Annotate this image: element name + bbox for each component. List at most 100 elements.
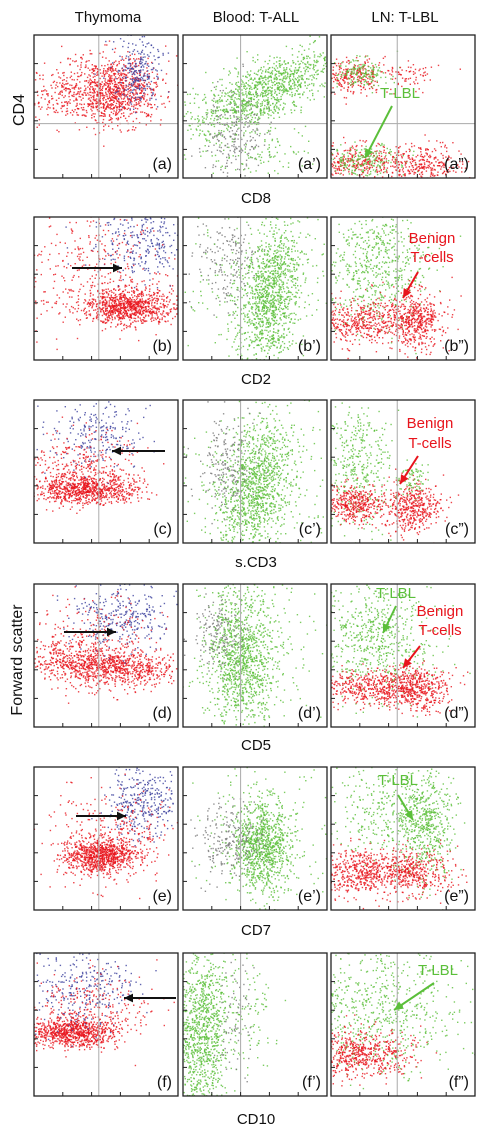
event-dots xyxy=(183,953,287,1096)
panel-frame xyxy=(182,34,328,179)
panel-frame xyxy=(33,766,179,911)
panel-e-2: (e’) xyxy=(182,766,328,911)
panel-label: (f) xyxy=(157,1074,172,1091)
event-dots xyxy=(331,400,460,543)
panel-d-3: (d”) xyxy=(330,583,476,728)
panel-label: (f’) xyxy=(302,1074,321,1091)
event-dots xyxy=(183,400,324,543)
annotation-t-lbl: T-LBL xyxy=(418,962,458,979)
event-dots xyxy=(183,584,327,727)
annotation-t-cells: T-cells xyxy=(410,249,453,266)
panel-frame xyxy=(330,216,476,361)
y-axis-label-cd4: CD4 xyxy=(11,94,28,126)
panel-frame xyxy=(330,952,476,1097)
red-arrow-b xyxy=(402,271,419,299)
black-arrow-c xyxy=(112,446,165,456)
event-dots xyxy=(331,767,468,910)
panel-c-2: (c’) xyxy=(182,399,328,544)
annotation-t-lbl: T-LBL xyxy=(380,85,420,102)
panel-b-2: (b’) xyxy=(182,216,328,361)
panel-frame xyxy=(33,583,179,728)
panel-label: (b”) xyxy=(444,338,469,355)
event-dots xyxy=(34,953,175,1067)
panel-frame xyxy=(182,399,328,544)
event-dots xyxy=(34,584,178,704)
panel-label: (e”) xyxy=(444,888,469,905)
panel-label: (b’) xyxy=(298,338,321,355)
panel-label: (c) xyxy=(153,521,172,538)
annotation-benign: Benign xyxy=(409,230,456,247)
green-arrow-e xyxy=(397,794,414,821)
panel-frame xyxy=(33,952,179,1097)
panel-f-3: (f”) xyxy=(330,952,476,1097)
panel-label: (a”) xyxy=(444,156,469,173)
black-arrow-e xyxy=(76,811,126,821)
panel-b-1: (b) xyxy=(33,216,179,361)
header-ln: LN: T-LBL xyxy=(371,9,438,26)
event-dots xyxy=(190,767,327,910)
y-axis-label-forward-scatter: Forward scatter xyxy=(9,604,26,716)
panel-label: (f”) xyxy=(449,1074,469,1091)
panel-frame xyxy=(330,399,476,544)
event-dots xyxy=(34,217,178,351)
marker-label-cd8: CD8 xyxy=(241,190,271,207)
panel-label: (c’) xyxy=(299,521,321,538)
panel-d-2: (d’) xyxy=(182,583,328,728)
panel-frame xyxy=(330,34,476,179)
green-arrow-f xyxy=(393,982,435,1011)
event-dots xyxy=(331,217,462,360)
green-arrow-d xyxy=(382,605,397,634)
green-arrow-a xyxy=(364,105,393,159)
panel-label: (d’) xyxy=(298,705,321,722)
panel-a-3: (a”) xyxy=(330,34,476,179)
red-arrow-d xyxy=(402,645,421,669)
event-dots xyxy=(331,584,471,718)
panel-frame xyxy=(182,216,328,361)
panel-e-1: (e) xyxy=(33,766,179,911)
panel-label: (a’) xyxy=(298,156,321,173)
event-dots xyxy=(331,953,475,1090)
panel-a-2: (a’) xyxy=(182,34,328,179)
panel-f-2: (f’) xyxy=(182,952,328,1097)
panel-frame xyxy=(33,399,179,544)
marker-label-cd2: CD2 xyxy=(241,371,271,388)
panel-frame xyxy=(33,216,179,361)
event-dots xyxy=(34,767,178,900)
event-dots xyxy=(34,35,178,147)
panel-frame xyxy=(33,34,179,179)
panel-d-1: (d) xyxy=(33,583,179,728)
header-thymoma: Thymoma xyxy=(75,9,142,26)
black-arrow-d xyxy=(64,627,116,637)
annotation-t-lbl: T-LBL xyxy=(378,772,418,789)
event-dots xyxy=(34,401,165,514)
panel-f-1: (f) xyxy=(33,952,179,1097)
panel-label: (a) xyxy=(152,156,172,173)
annotation-t-lbl: T-LBL xyxy=(376,585,416,602)
panel-b-3: (b”) xyxy=(330,216,476,361)
annotation-benign: Benign xyxy=(407,415,454,432)
panel-a-1: (a) xyxy=(33,34,179,179)
panel-frame xyxy=(182,766,328,911)
panel-c-3: (c”) xyxy=(330,399,476,544)
black-arrow-f xyxy=(124,993,176,1003)
panel-frame xyxy=(182,952,328,1097)
panel-label: (d) xyxy=(152,705,172,722)
panel-frame xyxy=(330,766,476,911)
red-arrow-c xyxy=(399,455,419,485)
panel-c-1: (c) xyxy=(33,399,179,544)
panel-label: (d”) xyxy=(444,705,469,722)
marker-label-scd3: s.CD3 xyxy=(235,554,277,571)
annotation-benign: Benign xyxy=(417,603,464,620)
panel-label: (e) xyxy=(152,888,172,905)
marker-label-cd10: CD10 xyxy=(237,1111,275,1128)
black-arrow-b xyxy=(72,263,122,273)
panel-frame xyxy=(182,583,328,728)
header-blood: Blood: T-ALL xyxy=(213,9,299,26)
event-dots xyxy=(183,35,327,178)
annotation-t-cells: T-cells xyxy=(418,622,461,639)
event-dots xyxy=(184,217,327,360)
marker-label-cd5: CD5 xyxy=(241,737,271,754)
panel-frame xyxy=(330,583,476,728)
panel-e-3: (e”) xyxy=(330,766,476,911)
panel-label: (b) xyxy=(152,338,172,355)
